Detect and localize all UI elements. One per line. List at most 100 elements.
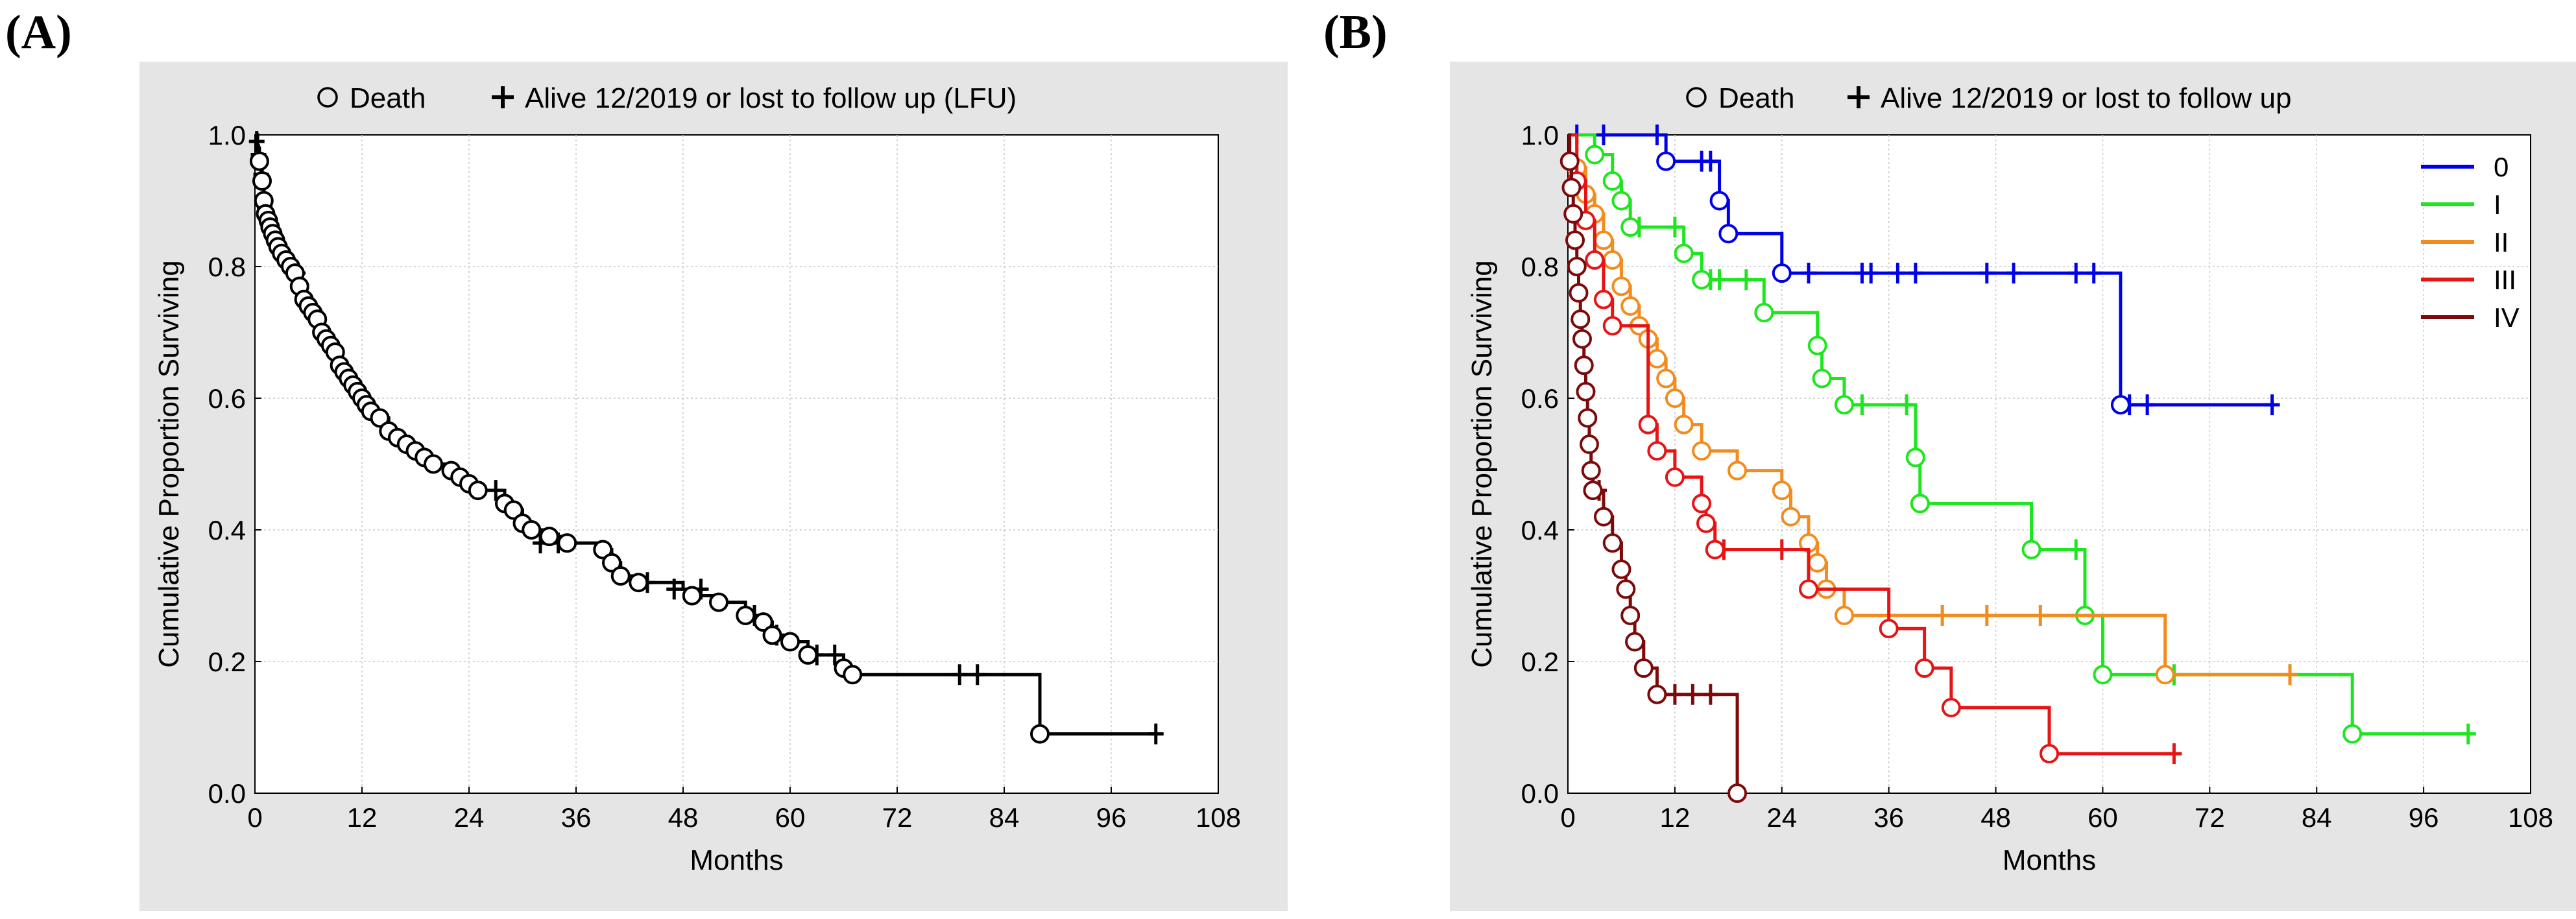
series-all-patients-death-marker — [780, 632, 800, 652]
series-iii-death-marker — [1914, 658, 1934, 678]
series-all-patients-death-marker — [424, 454, 443, 474]
series-iv-death-marker — [1559, 151, 1580, 171]
series-i-death-marker — [1905, 448, 1925, 468]
series-0-death-marker — [1772, 263, 1792, 283]
series-ii-death-marker — [1665, 388, 1685, 408]
series-i-death-marker — [2021, 540, 2041, 560]
series-i-censor-mark — [2460, 723, 2476, 745]
series-0-death-marker — [1656, 151, 1676, 171]
x-tick-label: 0 — [1560, 802, 1575, 833]
series-all-patients-death-marker — [252, 171, 272, 191]
series-ii-death-marker — [1834, 605, 1854, 625]
series-iv-death-marker — [1633, 658, 1654, 678]
y-tick-label: 0.4 — [1521, 515, 1559, 545]
series-all-patients-death-marker — [602, 553, 621, 573]
series-iii-death-marker — [1799, 579, 1818, 599]
series-iii-death-marker — [1692, 494, 1712, 514]
series-iii-death-marker — [1696, 513, 1716, 533]
x-tick-label: 96 — [2409, 802, 2439, 833]
series-0-censor-mark — [2006, 263, 2022, 284]
series-all-patients-death-marker — [736, 605, 756, 625]
legend-plus-marker — [1848, 86, 1870, 108]
series-group — [1559, 125, 2476, 803]
series-i-censor-mark — [1899, 394, 1915, 416]
y-tick-label: 0.8 — [208, 252, 246, 282]
series-ii-death-marker — [1674, 414, 1694, 435]
series-0-death-marker — [1718, 224, 1739, 244]
series-all-patients-death-marker — [249, 151, 269, 171]
x-tick-label: 24 — [454, 802, 485, 833]
series-ii-censor-mark — [1979, 604, 1995, 626]
series-iii-legend-label: III — [2494, 265, 2516, 295]
series-all-patients-censor-mark — [969, 664, 985, 686]
x-tick-label: 24 — [1766, 802, 1797, 833]
series-0-censor-mark — [1979, 263, 1995, 284]
x-tick-label: 0 — [247, 802, 262, 833]
series-all-patients-censor-mark — [488, 480, 504, 501]
km-chart-b: 0 12 24 36 48 60 72 84 96 108 0.0 0.2 0.4 0.6 0.8 1.0 Mo… — [1450, 62, 2576, 911]
series-ii-legend-label: II — [2494, 227, 2509, 257]
series-i-death-marker — [1620, 217, 1641, 237]
series-ii-death-marker — [1593, 230, 1613, 250]
series-iv-death-marker — [1567, 257, 1587, 276]
series-iii-death-marker — [1602, 316, 1622, 336]
series-all-patients-censor-mark — [826, 644, 843, 665]
series-iv-censor-mark — [1702, 684, 1718, 705]
series-i-death-marker — [2093, 665, 2113, 685]
x-tick-label: 84 — [989, 802, 1020, 833]
x-tick-label: 96 — [1096, 802, 1127, 833]
series-all-patients-censor-mark — [666, 579, 682, 600]
series-i-death-marker — [1910, 494, 1930, 514]
series-iv-death-marker — [1727, 783, 1748, 803]
x-tick-label: 108 — [1196, 802, 1241, 833]
series-iv-legend-label: IV — [2494, 302, 2520, 333]
series-iii-death-marker — [1593, 289, 1613, 309]
series-0-censor-mark — [1890, 263, 1906, 284]
series-ii-death-marker — [1656, 368, 1676, 388]
x-axis-label: Months — [690, 844, 783, 876]
y-axis-label: Cumulative Proportion Surviving — [153, 260, 185, 668]
series-0-censor-mark — [2086, 263, 2102, 284]
series-iii-death-marker — [1941, 698, 1961, 718]
y-tick-label: 0.4 — [208, 515, 246, 545]
x-tick-label: 48 — [668, 802, 699, 833]
series-group — [248, 131, 1164, 745]
x-tick-label: 36 — [1873, 802, 1904, 833]
series-0-censor-mark — [1595, 125, 1611, 145]
y-tick-label: 0.2 — [208, 647, 246, 677]
y-tick-label: 1.0 — [1521, 120, 1559, 150]
y-tick-label: 0.6 — [1521, 383, 1559, 414]
y-tick-label: 0.0 — [208, 778, 246, 809]
series-i-death-marker — [1807, 335, 1827, 355]
series-iv-death-marker — [1625, 632, 1645, 652]
series-iii-censor-mark — [1774, 539, 1790, 560]
series-0-censor-mark — [1863, 263, 1879, 284]
legend-label-censored: Alive 12/2019 or lost to follow up — [1881, 82, 2292, 114]
series-all-patients-death-marker — [843, 665, 863, 685]
series-ii-death-marker — [1727, 460, 1748, 481]
series-all-patients-death-marker — [370, 408, 390, 428]
y-tick-label: 0.6 — [208, 383, 246, 414]
series-iv-death-marker — [1593, 507, 1613, 527]
series-iv-death-marker — [1611, 559, 1631, 579]
series-iv-censor-mark — [1685, 684, 1701, 705]
series-i-death-marker — [2342, 724, 2363, 744]
y-tick-label: 0.8 — [1521, 252, 1559, 282]
series-all-patients-death-marker — [468, 481, 488, 501]
series-i-death-marker — [1754, 303, 1774, 323]
series-i-death-marker — [1812, 368, 1832, 388]
series-ii-death-marker — [1611, 276, 1631, 296]
series-0-censor-mark — [2068, 263, 2084, 284]
x-tick-label: 60 — [775, 802, 806, 833]
series-iv-death-marker — [1569, 283, 1589, 303]
x-tick-label: 72 — [882, 802, 913, 833]
y-tick-label: 0.2 — [1521, 647, 1559, 677]
series-iii-death-marker — [2040, 744, 2059, 764]
x-tick-label: 72 — [2195, 802, 2225, 833]
legend-label-death: Death — [350, 82, 426, 114]
series-all-patients-death-marker — [593, 540, 613, 560]
series-ii-censor-mark — [2282, 664, 2298, 686]
series-i-censor-mark — [1854, 394, 1870, 416]
series-0-censor-mark — [1702, 150, 1718, 172]
series-iv-death-marker — [1565, 230, 1585, 250]
